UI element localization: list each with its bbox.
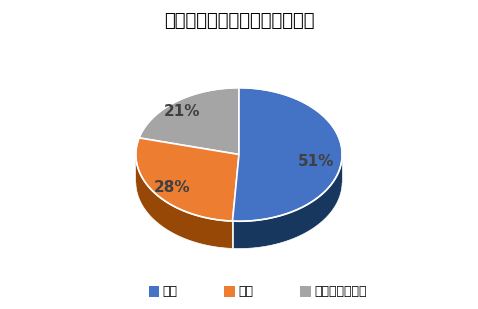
Polygon shape <box>136 138 239 221</box>
Polygon shape <box>232 88 342 221</box>
Text: 満足: 満足 <box>163 285 177 298</box>
Bar <box>149 286 160 297</box>
Text: 51%: 51% <box>298 154 335 169</box>
Polygon shape <box>232 155 342 248</box>
Text: レヴォーグの燃費の満足度調査: レヴォーグの燃費の満足度調査 <box>164 12 314 30</box>
Bar <box>225 286 235 297</box>
Text: 不満: 不満 <box>239 285 253 298</box>
Text: 21%: 21% <box>164 104 200 119</box>
Polygon shape <box>139 88 239 154</box>
Polygon shape <box>136 155 232 248</box>
Bar <box>300 286 311 297</box>
Text: どちらでもない: どちらでもない <box>314 285 367 298</box>
Text: 28%: 28% <box>153 180 190 195</box>
